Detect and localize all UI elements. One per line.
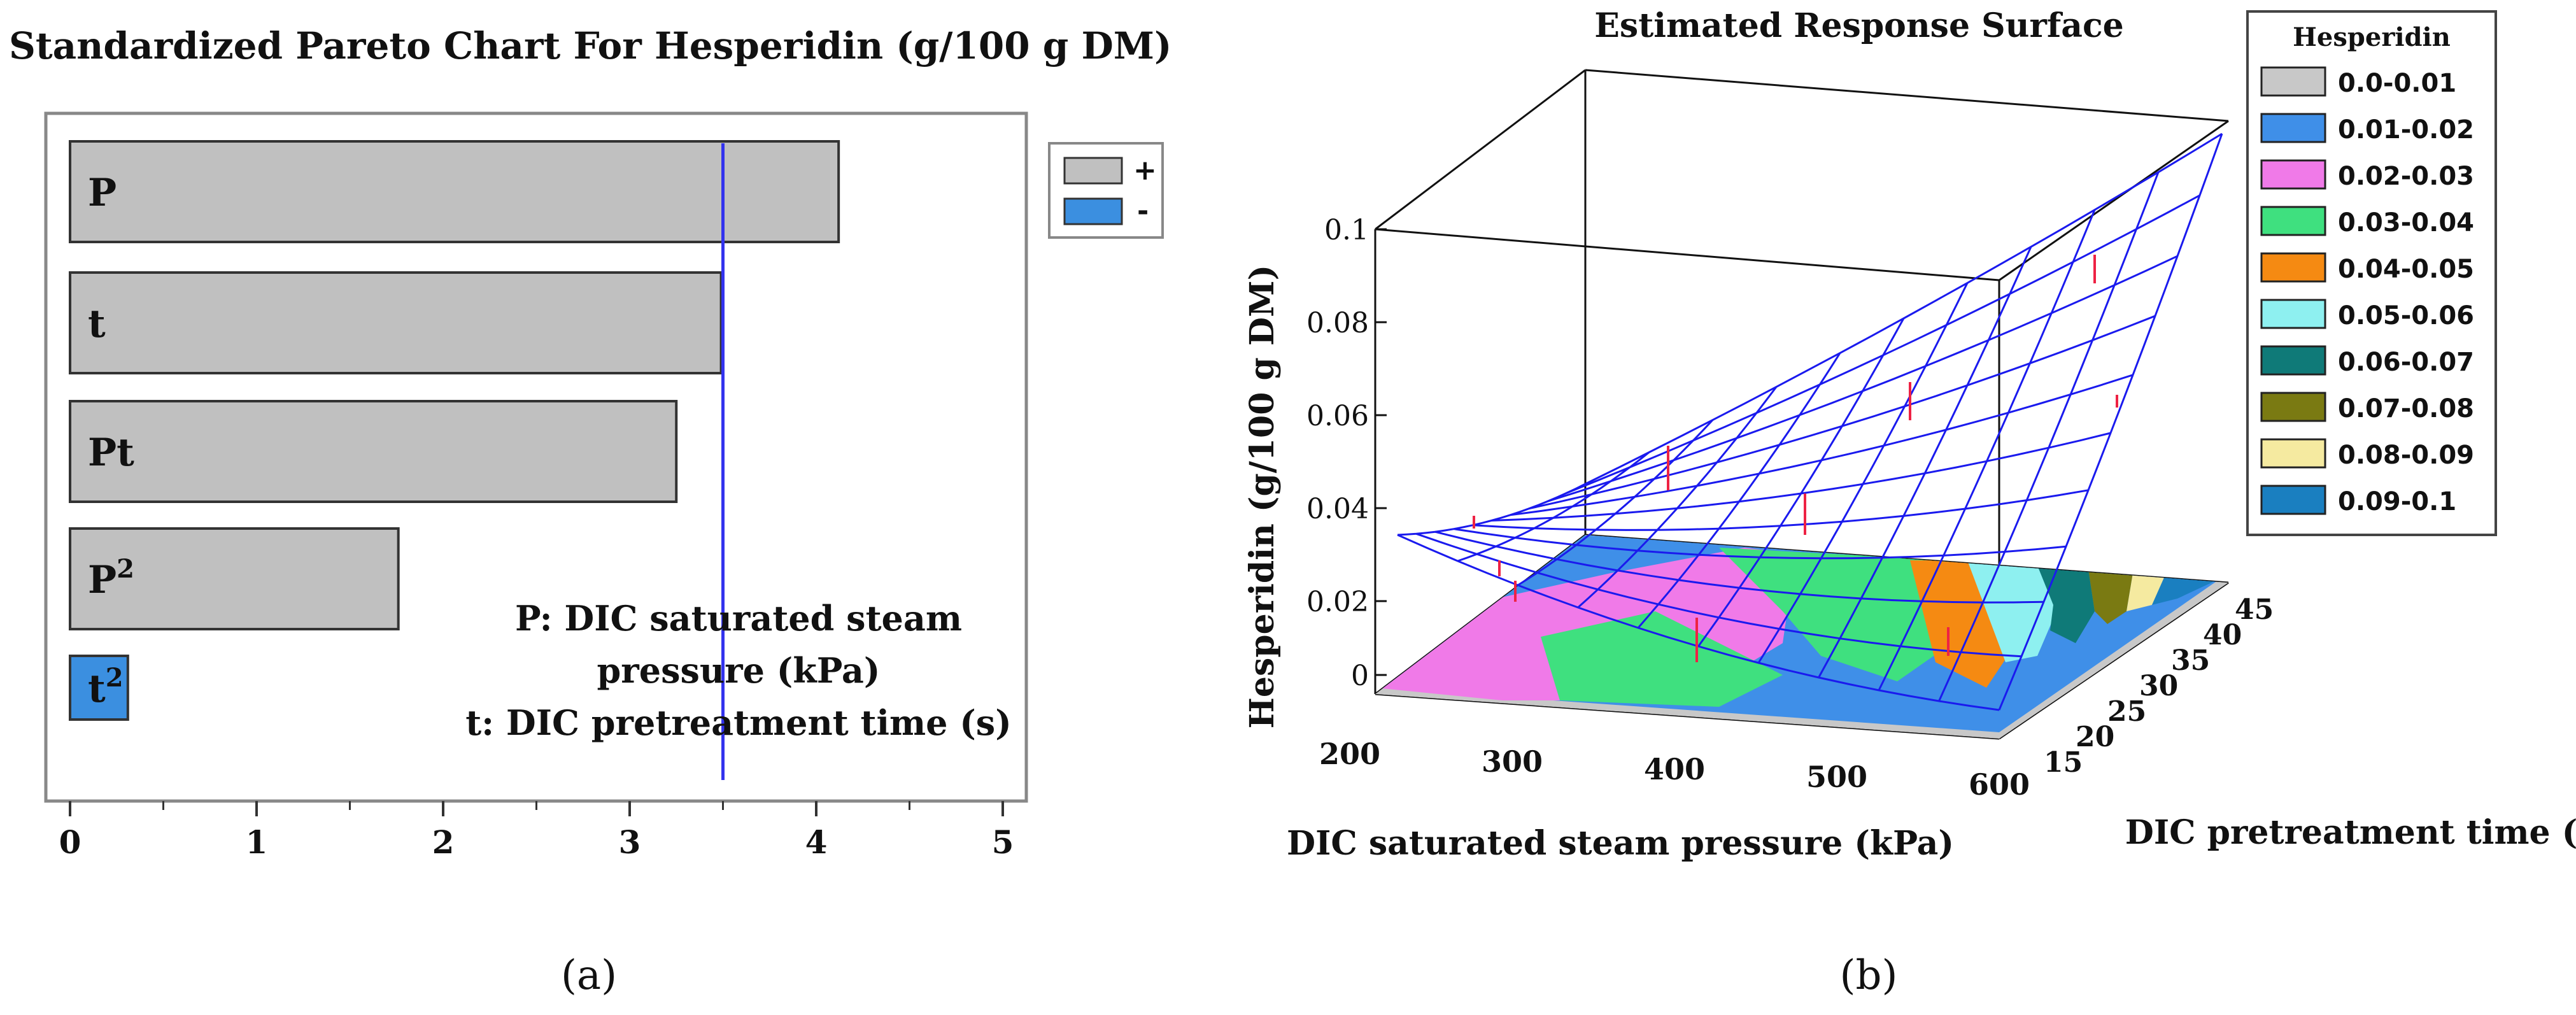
x-tick-label: 2 [432,823,455,861]
contour-band-7 [2088,569,2133,624]
surface-z-label: Hesperidin (g/100 g DM) [1243,265,1282,728]
x-tick-label: 1 [246,823,268,861]
panel-label-a: (a) [561,952,617,999]
z-tick-label: 0.02 [1306,586,1369,618]
pareto-bar [69,400,678,503]
pareto-title: Standardized Pareto Chart For Hesperidin… [9,24,1171,67]
pareto-bar-label: Pt [88,430,134,475]
contour-legend-label: 0.03-0.04 [2338,208,2474,238]
surface-grid-line [1585,132,2223,485]
contour-legend-swatch [2260,66,2326,97]
contour-band-8 [2127,573,2165,611]
annotation-line-2: pressure (kPa) [597,650,881,691]
x-tick-label: 500 [1806,760,1867,794]
pareto-bar [69,271,723,374]
pareto-chart: Standardized Pareto Chart For Hesperidin… [9,24,1171,999]
contour-legend: Hesperidin 0.0-0.01 0.01-0.02 0.02-0.03 0.0… [2246,10,2497,536]
contour-legend-label: 0.06-0.07 [2338,348,2474,377]
y-tick-label: 40 [2203,619,2242,651]
pareto-bar-label: P [88,171,117,215]
legend-swatch-positive [1063,157,1123,185]
surface-grid-line [1510,374,2134,516]
surface-grid-line [1878,209,2096,691]
y-tick-label: 20 [2076,721,2114,753]
surface-grid-line [1818,246,2032,678]
pareto-legend: + - [1048,142,1164,239]
wireframe-surface [1397,132,2223,711]
contour-legend-swatch [2260,438,2326,469]
y-tick-label: 30 [2139,670,2178,702]
contour-legend-label: 0.0-0.01 [2338,69,2456,98]
pareto-bar-label: t [88,302,106,346]
pareto-bar [69,655,129,721]
panel-label-b: (b) [1840,952,1898,999]
contour-legend-label: 0.02-0.03 [2338,162,2474,191]
contour-band-4 [1910,560,2012,688]
x-tick-label: 600 [1969,767,2030,802]
surface-x-ticks: 200 300 400 500 600 [1319,737,2030,802]
contour-legend-swatch [2260,485,2326,515]
contour-legend-title: Hesperidin [2293,22,2451,52]
y-tick-label: 25 [2107,695,2146,728]
annotation-line-1: P: DIC saturated steam [515,598,962,639]
legend-label-positive: + [1133,154,1157,187]
surface-grid-line [1998,133,2223,711]
contour-legend-label: 0.07-0.08 [2338,394,2474,423]
contour-legend-label: 0.08-0.09 [2338,441,2474,470]
pareto-annotation: P: DIC saturated steam pressure (kPa) t:… [465,598,1012,743]
contour-legend-label: 0.01-0.02 [2338,115,2474,145]
x-tick-label: 5 [992,823,1014,861]
contour-legend-swatch [2260,113,2326,143]
contour-band-6 [2037,565,2095,643]
z-tick-label: 0.1 [1324,214,1369,246]
observed-points [1473,255,2118,662]
surface-grid-line [1757,282,1969,664]
pareto-bar [69,527,400,630]
y-tick-label: 15 [2044,746,2083,779]
surface-grid-line [1547,255,2178,502]
contour-band-3b [1541,611,1783,707]
legend-label-negative: - [1137,195,1149,227]
contour-floor [1375,535,2228,739]
x-tick-label: 300 [1482,744,1543,779]
x-tick-label: 0 [59,823,81,861]
pareto-bar [69,140,840,243]
contour-legend-label: 0.09-0.1 [2338,487,2456,516]
x-tick-label: 4 [805,823,828,861]
y-tick-label: 35 [2171,644,2210,677]
surface-grid-line [1491,432,2111,522]
contour-legend-swatch [2260,252,2326,283]
surface-x-label: DIC saturated steam pressure (kPa) [1287,824,1954,863]
legend-swatch-negative [1063,197,1123,225]
x-tick-label: 3 [619,823,641,861]
z-tick-label: 0.06 [1306,400,1369,432]
contour-legend-label: 0.04-0.05 [2338,255,2474,284]
x-tick-label: 200 [1319,737,1380,771]
surface-grid-line [1566,194,2200,494]
contour-legend-label: 0.05-0.06 [2338,301,2474,330]
z-tick-label: 0 [1351,660,1369,692]
z-tick-label: 0.04 [1306,493,1369,525]
x-tick-label: 400 [1644,752,1705,786]
contour-legend-swatch [2260,299,2326,329]
contour-legend-swatch [2260,159,2326,190]
z-tick-label: 0.08 [1306,307,1369,339]
contour-legend-swatch [2260,392,2326,422]
surface-y-label: DIC pretreatment time (s) [2125,813,2576,852]
surface-title: Estimated Response Surface [1594,6,2123,45]
y-tick-label: 45 [2235,593,2274,626]
surface-grid-line [1938,171,2160,702]
contour-band-9 [2152,576,2216,605]
pareto-x-axis: 0 1 2 3 4 5 [59,801,1014,861]
response-surface-chart: Estimated Response Surface [1243,6,2576,999]
surface-grid-line [1529,315,2156,510]
surface-z-axis: 0 0.02 0.04 0.06 0.08 0.1 [1306,214,1387,692]
contour-legend-swatch [2260,206,2326,236]
annotation-line-3: t: DIC pretreatment time (s) [465,702,1012,743]
contour-legend-swatch [2260,345,2326,376]
